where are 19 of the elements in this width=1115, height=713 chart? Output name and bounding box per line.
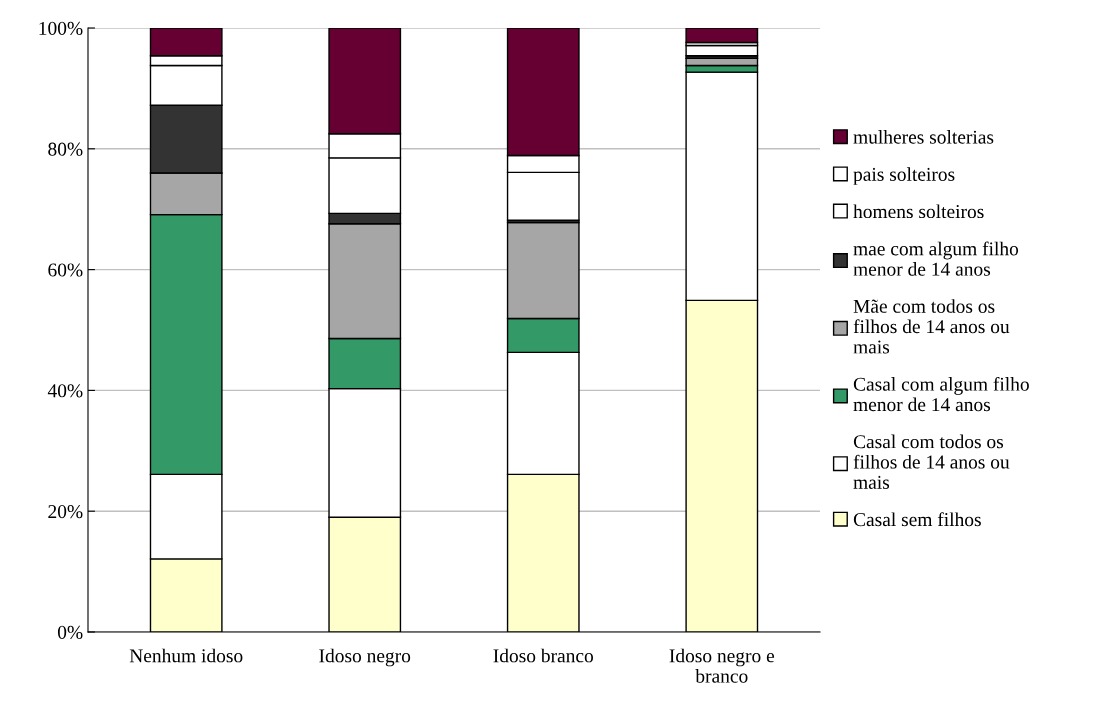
x-tick-label: Nenhum idoso xyxy=(129,648,243,663)
legend-label: Casal com todos os filhos de 14 anos ou mais xyxy=(853,434,1010,489)
legend-label: Casal com algum filho menor de 14 anos xyxy=(853,376,1029,412)
legend-label: Mãe com todos os filhos de 14 anos ou mais xyxy=(853,299,1010,354)
legend-label: pais solteiros xyxy=(853,167,955,185)
y-tick-label: 0% xyxy=(57,625,83,639)
y-tick-label: 40% xyxy=(47,384,83,398)
legend-label: homens solteiros xyxy=(853,204,984,219)
legend-label: mulheres solterias xyxy=(853,130,994,144)
bar xyxy=(685,28,759,44)
legend-label: Casal sem filhos xyxy=(853,512,981,527)
y-tick-label: 100% xyxy=(39,21,83,35)
x-tick-label: Idoso branco xyxy=(493,648,594,663)
y-tick-label: 60% xyxy=(48,263,83,277)
y-tick-label: 80% xyxy=(48,142,83,156)
legend-label: mae com algum filho menor de 14 anos xyxy=(853,241,1019,276)
x-tick-label: Idoso negro e branco xyxy=(669,648,775,683)
x-tick-label: Idoso negro xyxy=(319,648,411,667)
y-tick-label: 20% xyxy=(48,505,83,519)
